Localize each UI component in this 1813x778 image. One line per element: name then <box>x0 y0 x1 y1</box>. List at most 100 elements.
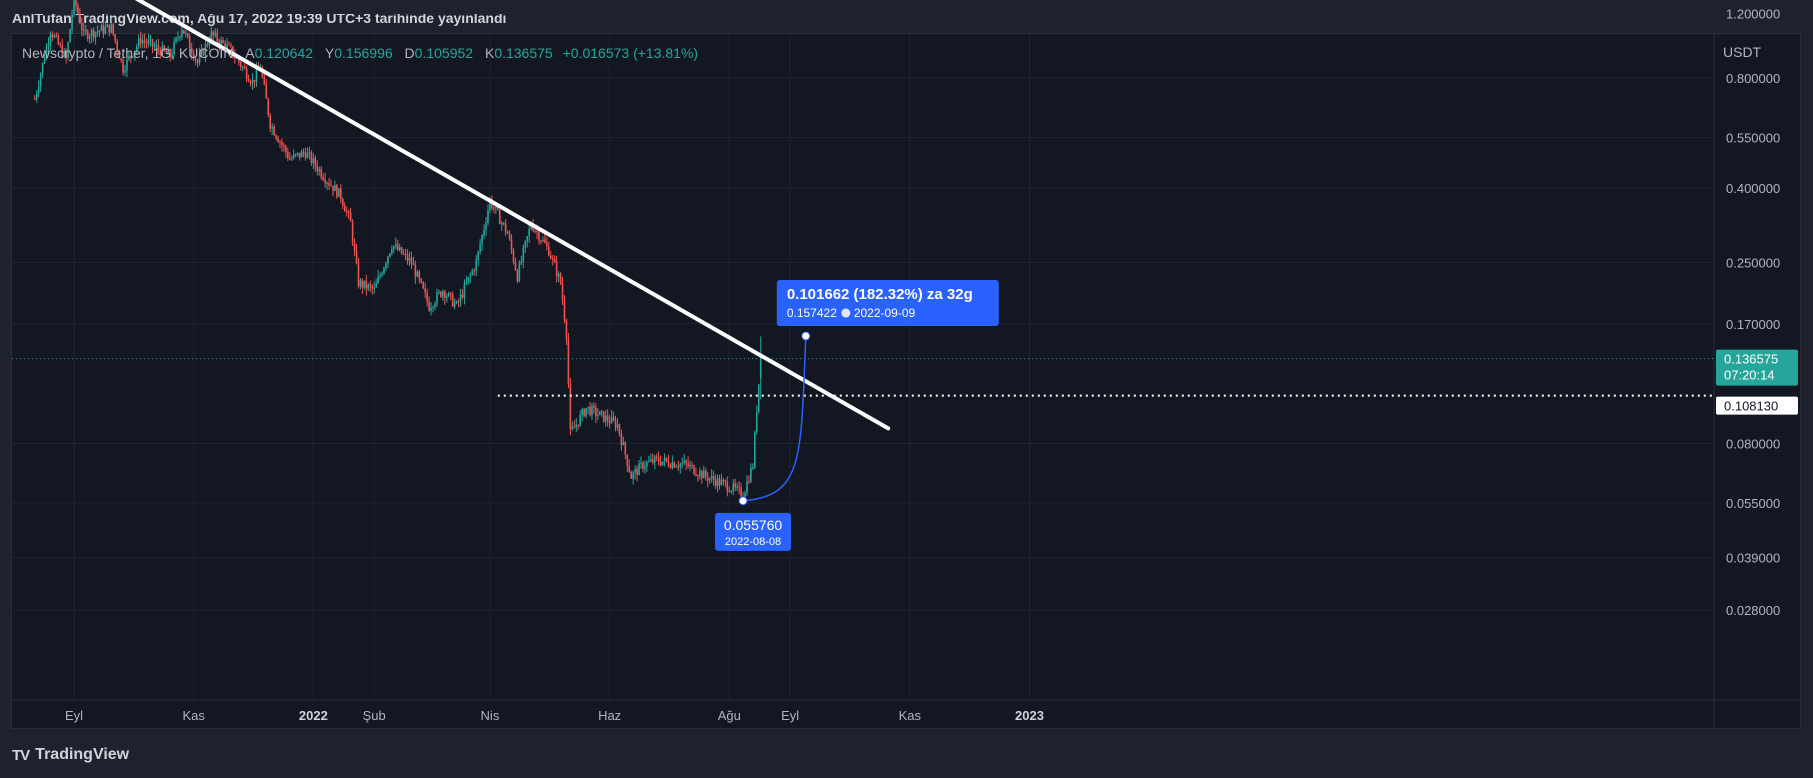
candle-body <box>230 44 232 47</box>
candle-body <box>689 464 691 467</box>
candle-body <box>442 291 444 297</box>
candle-body <box>112 23 115 35</box>
time-axis-label: Nis <box>481 708 500 723</box>
candle-body <box>520 261 523 264</box>
candle-body <box>145 41 148 44</box>
candle-body <box>255 68 258 82</box>
candle-body <box>736 486 738 488</box>
candle-body <box>530 225 532 229</box>
candle-body <box>83 29 85 31</box>
candle-body <box>343 205 346 212</box>
candle-body <box>595 407 597 416</box>
candle-body <box>65 51 67 58</box>
candle-body <box>208 42 211 46</box>
candle-body <box>422 282 425 289</box>
candle-body <box>559 273 562 284</box>
candle-body <box>289 158 291 160</box>
candle-body <box>669 465 672 468</box>
candle-body <box>534 230 536 232</box>
candle-body <box>398 247 401 250</box>
candle-body <box>496 206 499 210</box>
candle-body <box>665 457 668 461</box>
candle-body <box>445 296 448 299</box>
candle-body <box>593 405 595 408</box>
candle-body <box>644 466 646 469</box>
candle-body <box>610 416 613 424</box>
projection-end-change: 0.101662 (182.32%) za 32g <box>787 286 973 303</box>
candle-body <box>522 247 525 262</box>
candle-body <box>754 431 756 468</box>
candle-body <box>108 24 111 33</box>
candle-body <box>567 338 570 384</box>
candle-body <box>732 483 735 491</box>
candle-body <box>744 492 746 499</box>
price-axis-label: 0.800000 <box>1726 71 1780 86</box>
candle-body <box>416 271 419 277</box>
candle-body <box>569 383 572 430</box>
candle-body <box>210 31 213 43</box>
candle-body <box>661 461 664 465</box>
price-axis-label: 0.039000 <box>1726 551 1780 566</box>
candle-body <box>693 465 695 475</box>
candle-body <box>183 30 185 34</box>
candle-body <box>691 464 693 466</box>
candle-body <box>71 14 73 30</box>
candle-body <box>75 0 77 6</box>
candle-body <box>585 407 587 417</box>
candle-body <box>163 45 166 51</box>
candle-body <box>47 43 50 47</box>
price-axis-label: 0.250000 <box>1726 256 1780 271</box>
candle-body <box>389 253 391 257</box>
candle-body <box>746 481 748 493</box>
candle-body <box>224 42 226 50</box>
candle-body <box>139 37 142 44</box>
candle-body <box>238 57 240 63</box>
candle-body <box>116 41 118 51</box>
candle-body <box>671 462 674 468</box>
candle-body <box>200 49 203 55</box>
candle-body <box>540 240 542 242</box>
currency-unit: USDT <box>1723 44 1762 60</box>
candle-body <box>196 60 199 63</box>
time-axis-label: Eyl <box>781 708 799 723</box>
candle-body <box>218 41 220 46</box>
candle-body <box>738 486 740 488</box>
candle-body <box>137 37 140 47</box>
candle-body <box>61 45 64 57</box>
candle-body <box>444 291 446 299</box>
candle-body <box>498 209 501 225</box>
price-axis-label: 0.080000 <box>1726 436 1780 451</box>
candle-body <box>581 409 583 415</box>
candle-body <box>304 153 307 158</box>
candle-body <box>704 470 707 477</box>
candle-body <box>703 470 705 479</box>
time-axis-label: Ağu <box>718 708 741 723</box>
candle-body <box>528 228 530 237</box>
candle-body <box>449 292 452 295</box>
candle-body <box>381 273 383 276</box>
candle-body <box>314 158 317 167</box>
candle-body <box>551 258 554 260</box>
candle-body <box>699 471 701 477</box>
price-axis-label: 1.200000 <box>1726 6 1780 21</box>
candle-body <box>118 50 120 59</box>
candle-body <box>247 78 250 82</box>
candle-body <box>587 406 589 408</box>
candle-body <box>283 145 285 147</box>
candle-body <box>396 244 399 250</box>
candle-body <box>338 188 340 197</box>
candle-body <box>253 79 256 82</box>
candle-body <box>300 151 303 158</box>
candle-body <box>646 461 648 467</box>
candle-body <box>624 442 627 455</box>
candle-body <box>106 24 109 28</box>
candle-body <box>434 303 436 308</box>
candle-body <box>469 274 472 278</box>
candle-body <box>79 13 81 24</box>
projection-start-value: 0.055760 <box>724 517 783 533</box>
footer-brand[interactable]: TV TradingView <box>12 746 129 764</box>
candle-body <box>385 263 387 268</box>
candle-body <box>716 478 719 487</box>
candle-body <box>206 44 209 46</box>
